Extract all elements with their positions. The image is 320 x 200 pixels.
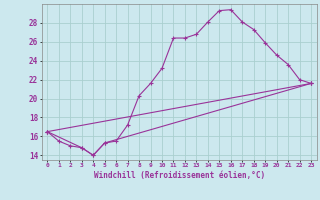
X-axis label: Windchill (Refroidissement éolien,°C): Windchill (Refroidissement éolien,°C) (94, 171, 265, 180)
